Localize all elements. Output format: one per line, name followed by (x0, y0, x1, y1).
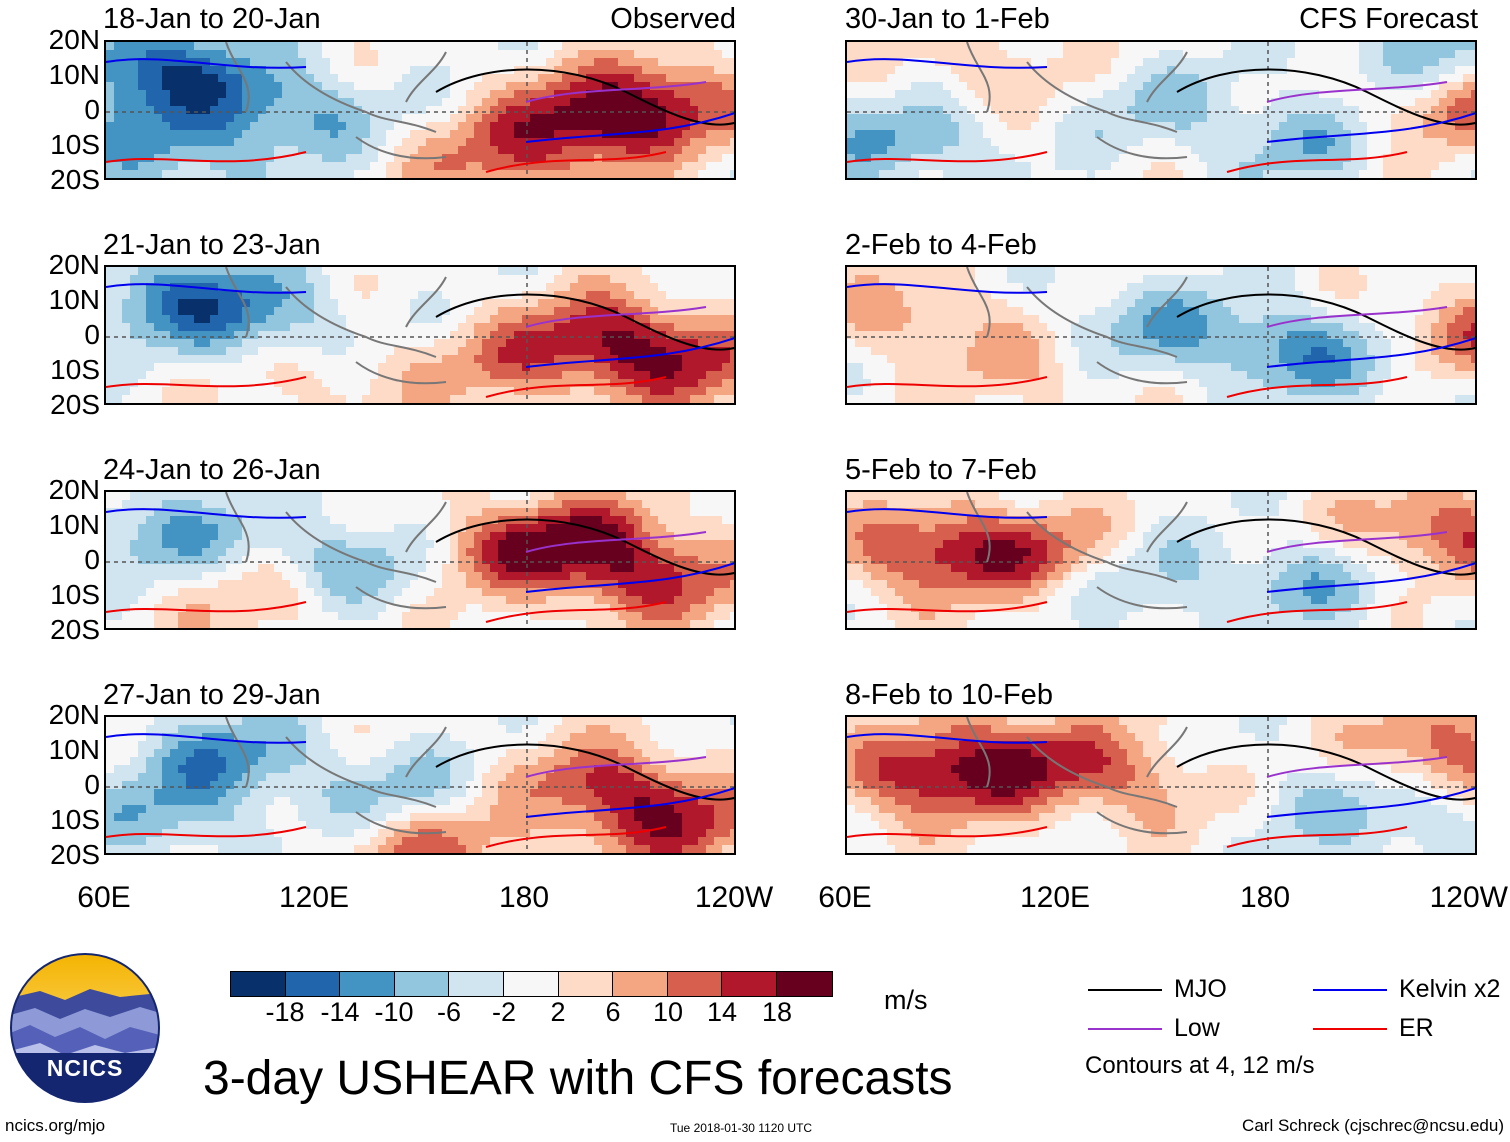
panel-title-fcst-3: 5-Feb to 7-Feb (845, 454, 1037, 486)
lat-tick: 20S (50, 389, 100, 420)
colorbar (230, 971, 833, 997)
map-panel-fcst-2 (845, 265, 1477, 405)
legend-label-er: ER (1399, 1014, 1434, 1042)
colorbar-tick: 14 (706, 997, 738, 1027)
lat-tick: 0 (84, 319, 100, 350)
lat-tick: 20N (48, 24, 100, 55)
colorbar-swatch (667, 972, 723, 996)
colorbar-swatch (613, 972, 668, 996)
shear-field-fcst-3 (847, 492, 1475, 628)
colorbar-units: m/s (884, 985, 928, 1015)
lon-tick: 120E (1019, 881, 1091, 914)
lat-tick: 10S (50, 579, 100, 610)
lon-tick: 60E (818, 881, 872, 914)
cfs-forecast-label: CFS Forecast (1299, 3, 1478, 35)
colorbar-swatch (776, 972, 832, 996)
lat-tick: 10S (50, 129, 100, 160)
ncics-logo-art (10, 953, 160, 1103)
shear-field-obs-2 (106, 267, 734, 403)
lat-tick: 10N (48, 59, 100, 90)
figure-title: 3-day USHEAR with CFS forecasts (203, 1052, 953, 1105)
legend-label-mjo: MJO (1174, 975, 1227, 1003)
panel-title-fcst-2: 2-Feb to 4-Feb (845, 229, 1037, 261)
colorbar-tick: -18 (265, 997, 305, 1027)
shear-field-fcst-2 (847, 267, 1475, 403)
legend-swatch-er (1313, 1027, 1387, 1030)
contours-note: Contours at 4, 12 m/s (1085, 1052, 1315, 1079)
colorbar-tick: 6 (605, 997, 621, 1027)
legend-kelvin: Kelvin x2 (1313, 975, 1500, 1004)
observed-label: Observed (610, 3, 736, 35)
lat-tick: 20S (50, 839, 100, 870)
legend-low: Low (1088, 1014, 1220, 1043)
panel-title-obs-2: 21-Jan to 23-Jan (103, 229, 321, 261)
legend-er: ER (1313, 1014, 1434, 1043)
footer-site-link[interactable]: ncics.org/mjo (5, 1116, 106, 1135)
colorbar-swatch (449, 972, 504, 996)
lat-tick: 20S (50, 164, 100, 195)
legend-label-kelvin: Kelvin x2 (1399, 975, 1501, 1003)
lat-tick: 20N (48, 249, 100, 280)
lat-tick: 10S (50, 804, 100, 835)
map-panel-fcst-1 (845, 40, 1477, 180)
lat-tick: 10N (48, 734, 100, 765)
map-panel-obs-1 (104, 40, 736, 180)
colorbar-swatch (722, 972, 777, 996)
shear-field-obs-3 (106, 492, 734, 628)
lon-tick: 120W (1429, 883, 1508, 913)
lat-tick: 10N (48, 284, 100, 315)
shear-field-obs-1 (106, 42, 734, 178)
lat-tick: 20N (48, 474, 100, 505)
footer-author: Carl Schreck (cjschrec@ncsu.edu) (1242, 1116, 1504, 1135)
lat-tick: 10N (48, 509, 100, 540)
lon-tick: 120E (278, 881, 350, 914)
ncics-logo: NCICS (10, 953, 160, 1103)
shear-field-fcst-4 (847, 717, 1475, 853)
colorbar-tick: -6 (436, 997, 461, 1027)
colorbar-tick: 2 (550, 997, 566, 1027)
shear-field-obs-4 (106, 717, 734, 853)
lat-tick: 0 (84, 769, 100, 800)
panel-title-fcst-1: 30-Jan to 1-Feb (845, 3, 1050, 35)
lat-tick: 20S (50, 614, 100, 645)
colorbar-tick: 10 (652, 997, 684, 1027)
footer-timestamp: Tue 2018-01-30 1120 UTC (670, 1121, 813, 1135)
lat-tick: 10S (50, 354, 100, 385)
colorbar-tick: -10 (374, 997, 414, 1027)
colorbar-tick: -14 (320, 997, 360, 1027)
panel-title-obs-1: 18-Jan to 20-Jan (103, 3, 321, 35)
lon-tick: 180 (1239, 881, 1291, 914)
panel-title-obs-4: 27-Jan to 29-Jan (103, 679, 321, 711)
lat-tick: 20N (48, 699, 100, 730)
colorbar-tick: 18 (761, 997, 793, 1027)
colorbar-swatch (394, 972, 450, 996)
colorbar-swatch (340, 972, 395, 996)
shear-field-fcst-1 (847, 42, 1475, 178)
legend-swatch-kelvin (1313, 988, 1387, 991)
colorbar-tick: -2 (491, 997, 516, 1027)
map-panel-obs-2 (104, 265, 736, 405)
panel-title-fcst-4: 8-Feb to 10-Feb (845, 679, 1053, 711)
lat-tick: 0 (84, 94, 100, 125)
map-panel-obs-4 (104, 715, 736, 855)
legend-mjo: MJO (1088, 975, 1227, 1004)
legend-swatch-low (1088, 1027, 1162, 1030)
legend-swatch-mjo (1088, 988, 1162, 991)
lon-tick: 60E (77, 881, 131, 914)
lon-tick: 180 (498, 881, 550, 914)
lat-tick: 0 (84, 544, 100, 575)
map-panel-fcst-4 (845, 715, 1477, 855)
lon-tick: 120W (694, 881, 774, 914)
legend-label-low: Low (1174, 1014, 1220, 1042)
logo-text: NCICS (46, 1055, 124, 1081)
colorbar-swatch (558, 972, 614, 996)
colorbar-swatch (231, 972, 286, 996)
map-panel-obs-3 (104, 490, 736, 630)
colorbar-swatch (285, 972, 341, 996)
colorbar-swatch (503, 972, 559, 996)
panel-title-obs-3: 24-Jan to 26-Jan (103, 454, 321, 486)
map-panel-fcst-3 (845, 490, 1477, 630)
